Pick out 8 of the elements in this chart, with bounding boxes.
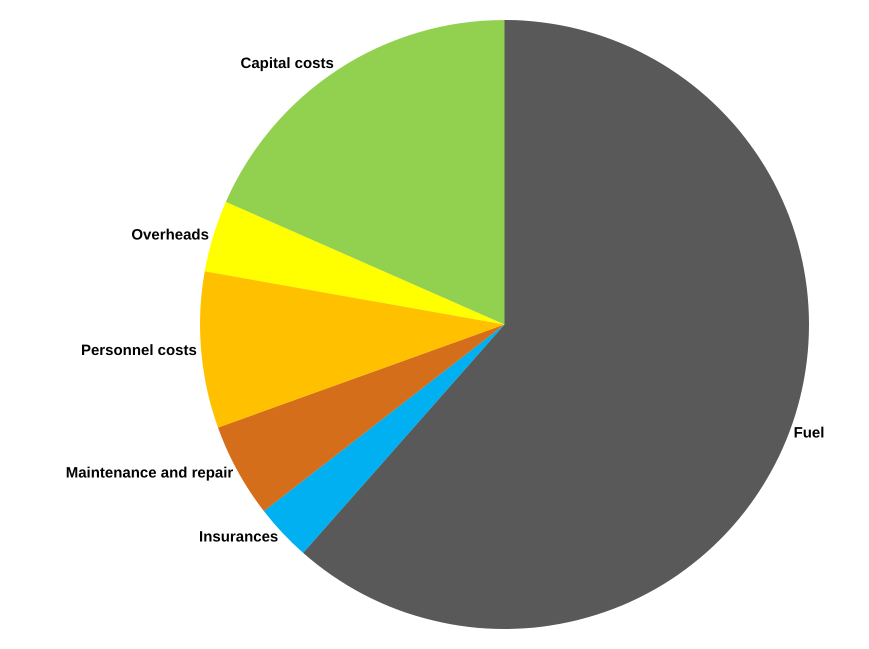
slice-label: Maintenance and repair: [66, 464, 234, 482]
slice-label: Overheads: [131, 226, 209, 244]
slice-label: Personnel costs: [80, 342, 197, 359]
pie-slice: [200, 271, 504, 428]
slice-label: Capital costs: [240, 55, 334, 72]
slice-label: Fuel: [794, 424, 824, 442]
pie-slice: [226, 20, 504, 324]
slice-label: Insurances: [199, 528, 278, 546]
